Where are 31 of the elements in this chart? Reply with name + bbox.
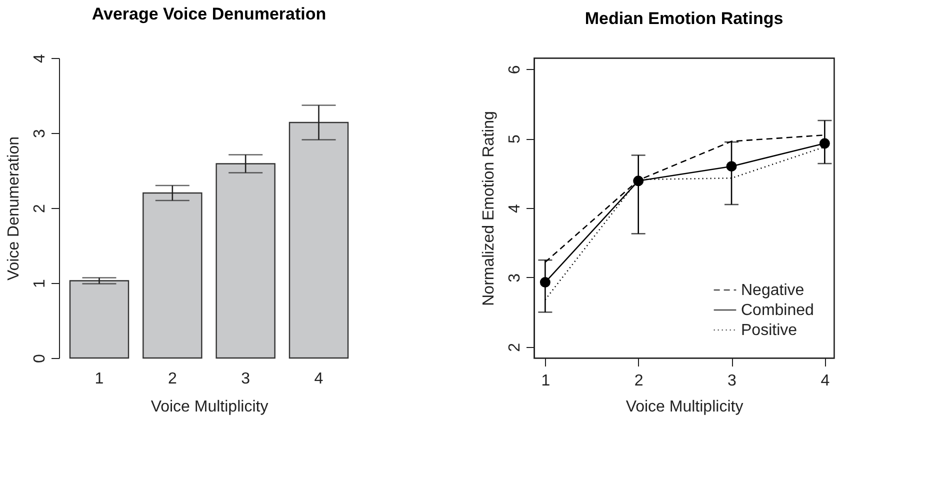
chart-title: Average Voice Denumeration [92,4,326,24]
y-axis-title: Normalized Emotion Rating [480,111,498,306]
x-tick-label: 1 [94,370,104,388]
y-tick-label: 1 [32,278,48,288]
y-tick-label: 4 [32,54,48,63]
bar [69,280,130,359]
x-axis-title: Voice Multiplicity [150,398,268,416]
y-tick-label: 0 [32,354,48,363]
x-tick-label: 3 [241,370,250,388]
legend-label: Combined [741,302,814,319]
x-tick-label: 2 [168,370,177,388]
x-tick-label: 3 [728,372,737,390]
y-tick-label: 3 [32,128,48,138]
y-tick-label: 2 [32,204,48,213]
legend-label: Negative [741,282,804,299]
x-tick-label: 4 [314,370,324,388]
legend-label: Positive [741,322,798,339]
y-tick-label: 4 [506,204,524,213]
y-tick-label: 2 [506,342,524,352]
x-axis-title: Voice Multiplicity [626,398,744,416]
y-axis-title: Voice Denumeration [6,136,22,281]
bar [288,122,349,359]
y-tick-label: 6 [506,65,524,74]
bar [216,163,276,359]
x-tick-label: 2 [634,372,644,390]
x-tick-label: 4 [820,372,830,390]
bar [142,192,202,359]
x-tick-label: 1 [541,372,550,390]
y-tick-label: 5 [506,134,524,144]
chart-title: Median Emotion Ratings [584,9,784,28]
y-tick-label: 3 [506,273,524,282]
